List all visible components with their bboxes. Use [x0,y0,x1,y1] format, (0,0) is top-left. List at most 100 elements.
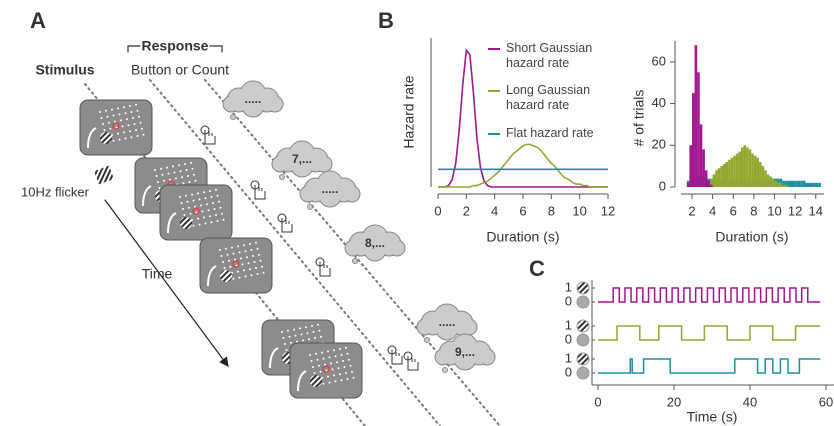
dot [220,255,223,257]
dot [185,194,187,197]
histogram-bar [725,161,729,187]
histogram-bar [818,182,821,187]
dot [172,165,174,168]
histogram-bar [710,184,713,187]
dot [311,325,313,327]
dot [132,117,134,119]
histogram-bar [815,182,819,187]
x-axis-label: Duration (s) [486,229,559,245]
dot [141,127,143,130]
dot [142,133,145,136]
dot [285,349,288,351]
dot [215,214,217,216]
dot [175,177,177,180]
dot [250,249,253,251]
histogram-bar [748,149,752,187]
dot [191,167,194,170]
dot [135,129,137,131]
histogram-bar [761,166,765,187]
legend-text: Short Gaussian hazard rate [506,41,593,70]
dot [114,120,116,123]
histogram-bar [756,157,760,187]
dot [135,103,137,106]
dot [262,271,265,274]
dot [281,331,283,333]
dot [129,130,131,133]
dot [209,190,211,192]
x-tick-label: 6 [730,203,737,218]
curved-arrow [142,185,152,207]
histogram-bar [689,145,693,187]
histogram-bar [797,180,801,187]
cloud-fill [365,240,385,260]
dot [139,121,142,124]
dot [179,196,181,198]
curved-arrow [297,370,307,392]
dot [316,358,319,361]
dot [300,333,303,336]
legend-item: Flat hazard rate [488,126,618,141]
y-tick-label: 60 [652,53,666,68]
dot [352,376,355,379]
dot [192,224,195,227]
dot [154,169,156,171]
dot [188,206,190,209]
dot [328,356,331,359]
histogram-bar [813,182,816,187]
histogram-bar [764,170,767,187]
dot [193,173,195,176]
histogram-bar [712,174,716,187]
dot [106,115,109,118]
dot [296,340,298,343]
dot [186,200,189,203]
thought-cloud: 7,... [271,140,333,180]
dot [216,194,219,197]
hand [391,350,403,365]
dot [252,255,254,257]
histogram-bar [686,182,690,187]
dot [121,125,124,128]
dot [194,179,197,182]
dot [112,114,115,117]
dot [111,133,113,136]
dot [334,355,337,358]
hand [407,356,419,371]
histogram-bar [789,180,793,187]
dot [261,265,263,268]
dot [118,113,121,116]
cloud-tail [442,367,448,373]
dot [105,109,107,112]
dot [253,261,256,263]
y-tick-label: 0 [565,293,572,308]
histogram-bar [810,182,814,187]
fixation [322,365,330,373]
cloud-tail [279,174,285,180]
x-tick-label: 6 [519,203,526,218]
dot [169,178,171,181]
dot [325,369,328,372]
dot [182,182,185,185]
dot [282,337,285,339]
dot [129,105,131,107]
dot [299,327,301,330]
dot [312,366,314,368]
dot [318,364,320,367]
grating [220,270,232,282]
x-tick-label: 20 [667,394,681,409]
hand [204,130,216,145]
dot [161,173,164,176]
dot [229,265,232,268]
dot [183,214,186,216]
dot [218,200,220,203]
cloud-text: ..... [322,182,339,196]
dot [243,269,245,272]
dot [346,352,349,355]
dot [345,346,347,349]
dot [206,203,208,206]
histogram-bar [702,149,705,187]
x-axis-label: Duration (s) [715,229,788,245]
histogram-bar [704,170,708,187]
dot [234,258,236,261]
x-tick-label: 4 [491,203,498,218]
thought-cloud: 9,... [434,333,496,373]
